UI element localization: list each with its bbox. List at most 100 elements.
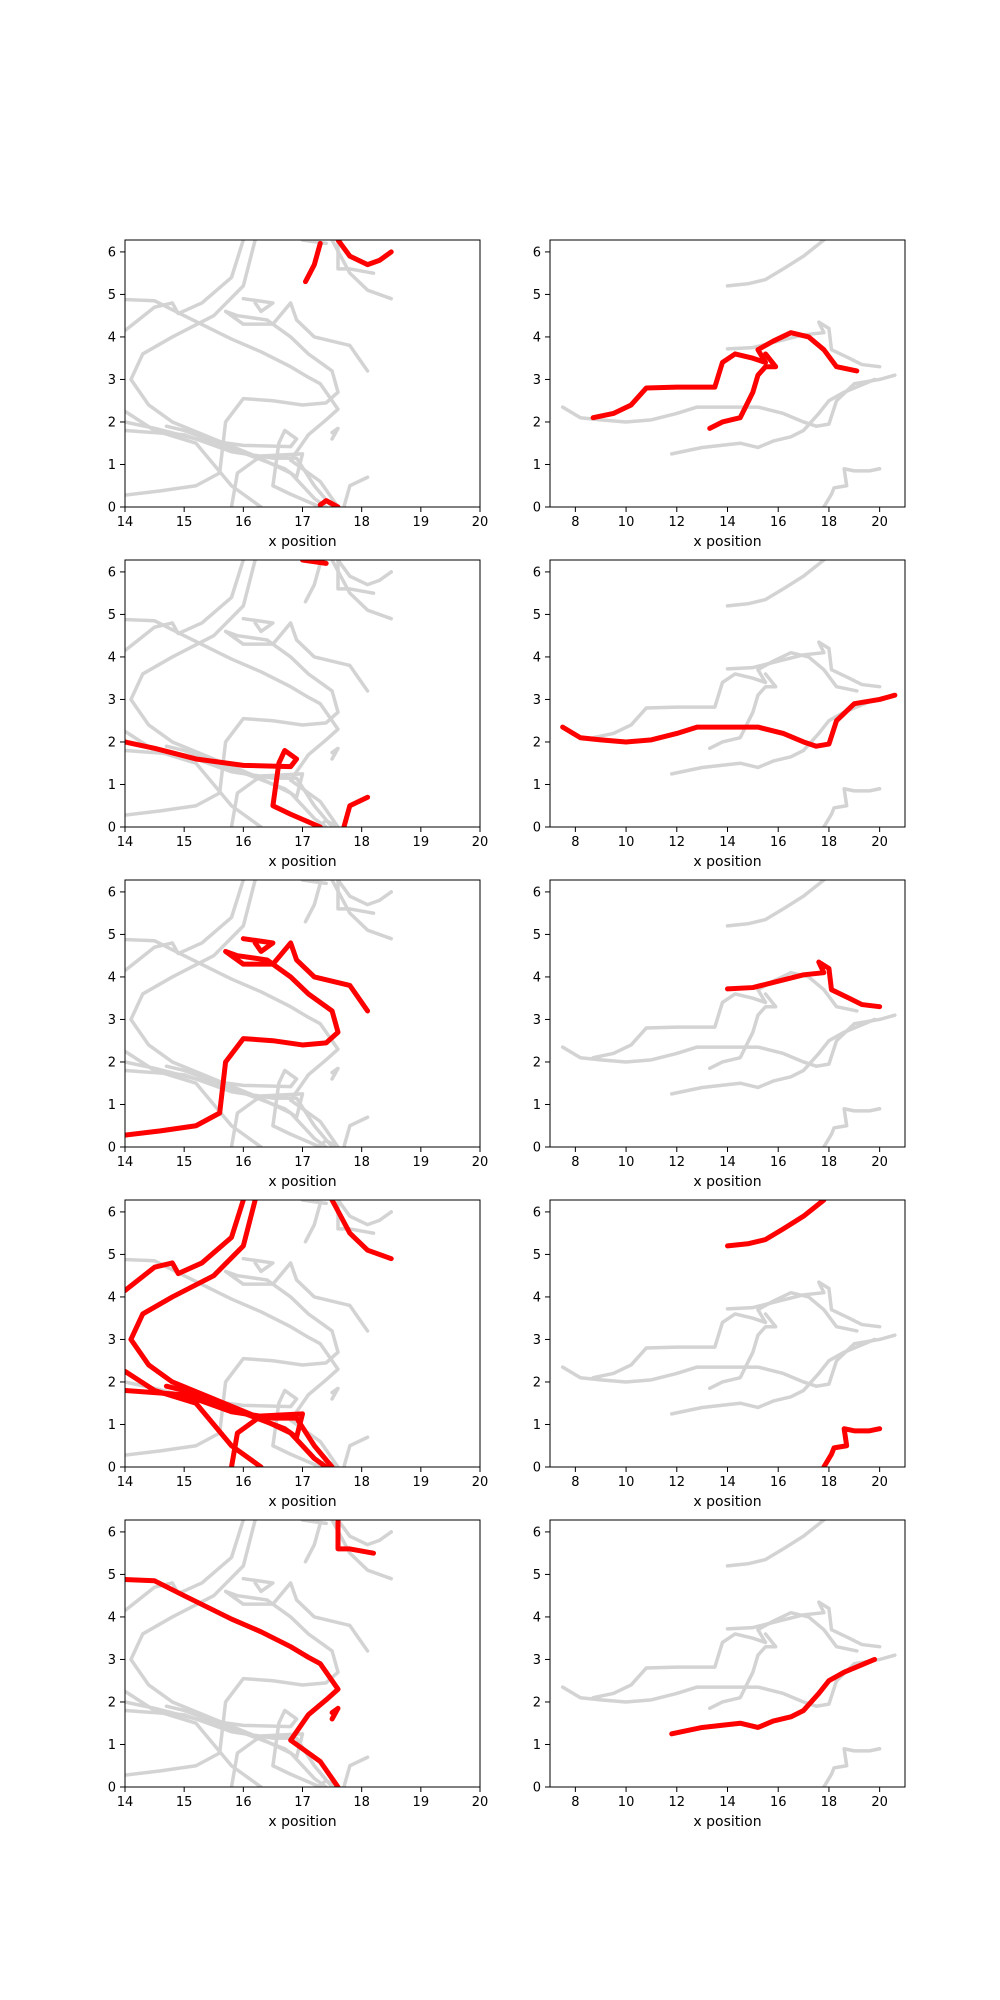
background-trace-line	[591, 970, 859, 1060]
background-trace-line	[125, 1261, 370, 1457]
background-trace-line	[330, 1066, 340, 1081]
x-tick-label: 16	[770, 515, 787, 530]
x-tick-label: 20	[472, 835, 489, 850]
x-tick-label: 14	[117, 835, 134, 850]
x-tick-label: 8	[571, 1475, 579, 1490]
x-tick-label: 15	[176, 515, 193, 530]
highlight-trace-line	[590, 330, 860, 421]
x-tick-label: 19	[413, 1795, 430, 1810]
x-axis-label: x position	[268, 854, 336, 870]
highlight-trace-line	[669, 1656, 878, 1737]
y-tick-label: 6	[108, 1205, 116, 1220]
x-tick-label: 8	[571, 515, 579, 530]
background-trace-line	[725, 640, 882, 689]
x-axis-label: x position	[693, 1174, 761, 1190]
background-trace-line	[330, 560, 393, 621]
x-tick-label: 17	[294, 1475, 311, 1490]
background-trace-line	[125, 1708, 334, 1787]
y-tick-label: 2	[108, 415, 116, 430]
x-tick-label: 16	[235, 515, 252, 530]
highlight-trace-line	[125, 739, 323, 827]
x-tick-label: 8	[571, 1795, 579, 1810]
background-trace-line	[125, 1068, 334, 1147]
highlight-traces	[725, 959, 883, 1010]
y-tick-label: 6	[533, 1525, 541, 1540]
highlight-trace-line	[725, 959, 883, 1010]
x-tick-label: 17	[294, 1795, 311, 1810]
background-trace-line	[303, 1521, 322, 1564]
background-trace-line	[330, 426, 340, 441]
y-tick-label: 4	[533, 650, 541, 665]
axes-frame	[549, 559, 906, 828]
x-axis-label: x position	[693, 534, 761, 550]
highlight-trace-line	[329, 1200, 394, 1262]
panel-9: 14 15 16 17 18 19 20 0 1 2 3 4 5 6 x position	[108, 1519, 488, 1830]
x-axis-label: x position	[268, 1814, 336, 1830]
background-trace-line	[125, 409, 263, 507]
x-tick-label: 18	[353, 835, 370, 850]
y-tick-label: 4	[108, 970, 116, 985]
x-tick-label: 15	[176, 1475, 193, 1490]
x-tick-label: 14	[719, 1155, 736, 1170]
background-traces	[560, 240, 897, 507]
background-trace-line	[725, 1520, 826, 1568]
y-tick-label: 5	[533, 928, 541, 943]
x-tick-label: 18	[821, 1155, 838, 1170]
background-trace-line	[330, 880, 393, 941]
x-axis-label: x position	[693, 1814, 761, 1830]
highlight-trace-line	[125, 1368, 264, 1467]
x-tick-label: 19	[413, 835, 430, 850]
background-trace-line	[303, 881, 322, 924]
y-tick-label: 4	[108, 1610, 116, 1625]
background-trace-line	[303, 1201, 322, 1244]
y-tick-label: 5	[533, 608, 541, 623]
y-tick-label: 4	[533, 1610, 541, 1625]
x-tick-label: 19	[413, 1475, 430, 1490]
axes-frame	[549, 1199, 906, 1468]
y-tick-label: 6	[108, 885, 116, 900]
background-trace-line	[125, 301, 370, 497]
background-trace-line	[303, 561, 322, 604]
x-tick-label: 20	[871, 1795, 888, 1810]
background-trace-line	[241, 1256, 275, 1274]
background-trace-line	[591, 1290, 859, 1380]
background-trace-line	[669, 1017, 877, 1096]
panel-3: 14 15 16 17 18 19 20 0 1 2 3 4 5 6 x position	[108, 559, 489, 870]
x-tick-label: 18	[821, 835, 838, 850]
background-trace-line	[330, 1520, 393, 1581]
y-tick-label: 0	[108, 821, 116, 836]
highlight-traces	[725, 1200, 883, 1467]
background-trace-line	[336, 1520, 393, 1547]
highlight-trace-line	[341, 794, 371, 827]
x-tick-label: 16	[770, 835, 787, 850]
y-tick-label: 3	[108, 1013, 116, 1028]
highlight-trace-line	[125, 940, 371, 1138]
y-tick-label: 1	[533, 1418, 541, 1433]
x-tick-label: 20	[871, 1155, 888, 1170]
x-tick-label: 15	[176, 1795, 193, 1810]
background-trace-line	[336, 880, 393, 907]
y-tick-label: 2	[108, 1695, 116, 1710]
background-trace-line	[560, 1653, 897, 1708]
y-tick-label: 1	[108, 778, 116, 793]
highlight-trace-line	[560, 692, 898, 749]
background-trace-line	[241, 1576, 275, 1594]
background-trace-line	[725, 240, 826, 288]
y-tick-label: 1	[533, 1098, 541, 1113]
x-tick-label: 18	[821, 515, 838, 530]
x-tick-label: 8	[571, 835, 579, 850]
x-axis-label: x position	[693, 1494, 761, 1510]
background-trace-line	[241, 616, 275, 634]
y-tick-label: 5	[533, 288, 541, 303]
background-trace-line	[708, 672, 778, 751]
x-tick-label: 17	[294, 835, 311, 850]
x-tick-label: 12	[669, 835, 686, 850]
background-trace-line	[330, 1386, 340, 1401]
x-tick-label: 14	[117, 1155, 134, 1170]
background-trace-line	[336, 560, 376, 595]
y-tick-label: 4	[108, 1290, 116, 1305]
x-tick-label: 16	[770, 1795, 787, 1810]
background-trace-line	[300, 1520, 328, 1526]
